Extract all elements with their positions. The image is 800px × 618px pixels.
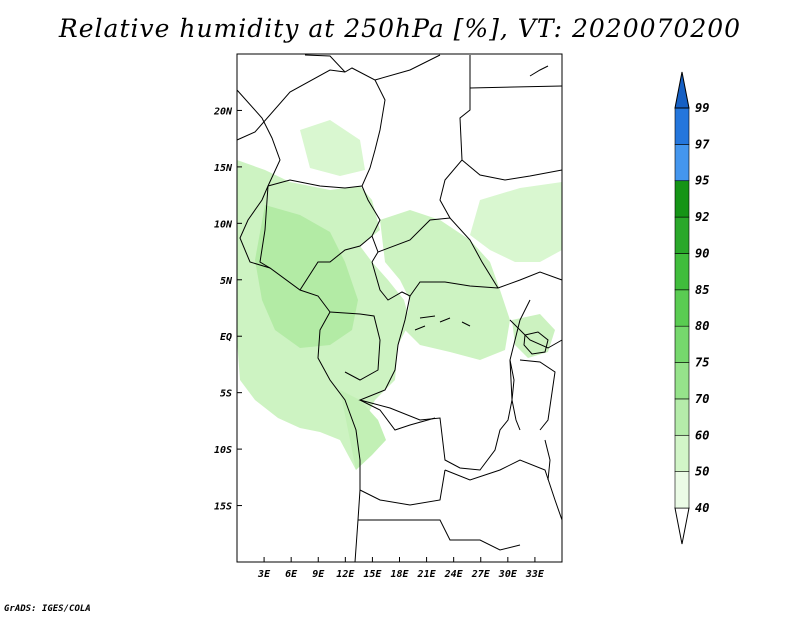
colorbar-level-label: 60 [695, 428, 709, 442]
colorbar-level-label: 50 [695, 465, 709, 479]
colorbar-level-label: 90 [695, 246, 709, 260]
border-nigeria-cameroon [259, 185, 373, 291]
lat-tick-label: EQ [220, 332, 232, 343]
colorbar-level-label: 97 [695, 137, 710, 151]
colorbar-level-label: 70 [695, 392, 709, 406]
chart-title: Relative humidity at 250hPa [%], VT: 202… [58, 14, 742, 43]
border-chad-libya [374, 54, 441, 81]
colorbar-segment [674, 216, 690, 254]
lon-tick-label: 27E [471, 569, 491, 580]
colorbar-level-label: 85 [695, 283, 709, 297]
lon-tick-label: 9E [312, 569, 325, 580]
border-north-1 [304, 54, 386, 253]
colorbar-segment [674, 434, 690, 472]
humidity-field [237, 120, 562, 470]
lon-tick-label: 15E [363, 569, 382, 580]
colorbar-segment [674, 471, 690, 509]
colorbar-segment [674, 253, 690, 291]
colorbar-level-label: 80 [695, 319, 709, 333]
lat-tick-label: 15N [214, 163, 233, 174]
colorbar-segment [674, 289, 690, 327]
lon-tick-label: 21E [417, 569, 437, 580]
colorbar-below-arrow [674, 507, 690, 545]
colorbar-segment [674, 144, 690, 182]
border-angola [359, 399, 446, 506]
colorbar-level-label: 92 [695, 210, 709, 224]
lat-tick-label: 5S [220, 389, 232, 400]
colorbar-segment [674, 180, 690, 218]
red-sea-coast [529, 65, 549, 77]
lon-tick-label: 6E [285, 569, 298, 580]
latitude-axis: 20N 15N 10N 5N EQ 5S 10S 15S [213, 106, 242, 513]
border-namibia [358, 519, 521, 551]
coastline-west [236, 89, 361, 563]
humidity-patch-central [380, 210, 510, 360]
country-borders [236, 54, 563, 563]
colorbar-level-label: 99 [695, 101, 709, 115]
lon-tick-label: 18E [390, 569, 409, 580]
lat-tick-label: 20N [213, 106, 233, 117]
colorbar-segment [674, 362, 690, 400]
colorbar-segment [674, 325, 690, 363]
longitude-axis: 3E 6E 9E 12E 15E 18E 21E 24E 27E 30E 33E [257, 557, 545, 580]
border-north-2 [236, 69, 346, 141]
colorbar-segment [674, 398, 690, 436]
lat-tick-label: 10N [214, 219, 233, 230]
lon-tick-label: 24E [444, 569, 464, 580]
lat-tick-label: 5N [220, 276, 233, 287]
border-gabon-congo [329, 311, 381, 381]
colorbar-level-label: 40 [695, 501, 709, 515]
humidity-patch-south [340, 390, 386, 470]
lake-victoria [523, 331, 549, 355]
border-sudan [439, 55, 563, 289]
colorbar-level-label: 95 [695, 174, 709, 188]
humidity-patch-north [300, 120, 365, 176]
border-egypt [469, 85, 563, 89]
lat-tick-label: 15S [214, 502, 232, 513]
lake-tanganyika [509, 359, 521, 431]
colorbar-above-arrow [674, 71, 690, 109]
humidity-patch-lakes [512, 314, 555, 358]
lon-tick-label: 33E [525, 569, 545, 580]
lake-malawi [544, 439, 551, 481]
colorbar: 40 50 60 70 75 80 85 90 92 95 97 99 [674, 71, 710, 545]
border-zambia [444, 459, 563, 521]
border-east-africa [509, 319, 563, 431]
lon-tick-label: 3E [257, 569, 271, 580]
humidity-patch-east [470, 182, 562, 262]
border-cameroon-car [371, 217, 499, 289]
lat-tick-label: 10S [214, 445, 232, 456]
congo-river-marks [414, 315, 471, 331]
border-niger-nigeria [267, 179, 363, 189]
colorbar-level-label: 75 [695, 356, 709, 370]
lon-tick-label: 12E [336, 569, 355, 580]
lon-tick-label: 30E [498, 569, 518, 580]
grads-credit: GrADS: IGES/COLA [4, 604, 91, 614]
colorbar-segment [674, 107, 690, 145]
